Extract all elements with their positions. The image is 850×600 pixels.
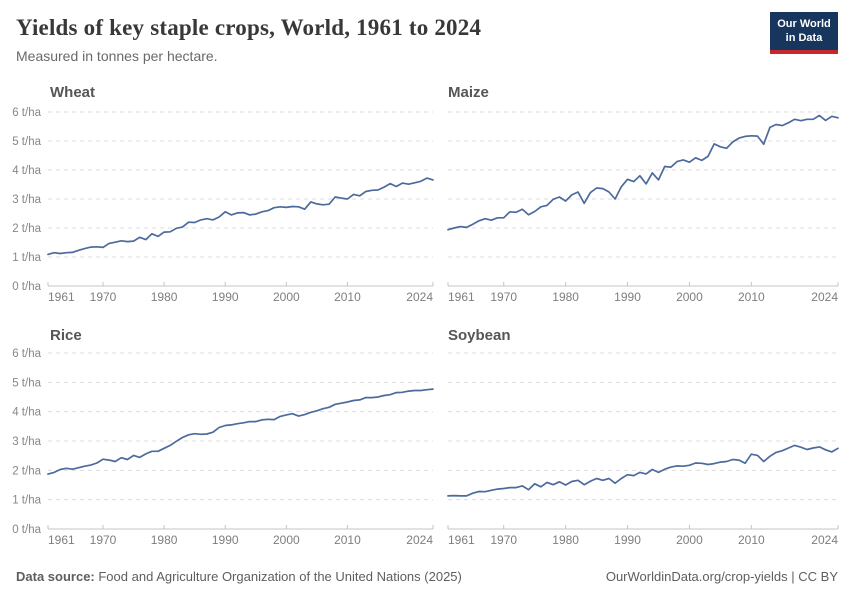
x-axis-label: 2000 xyxy=(676,290,703,304)
owid-logo-line2: in Data xyxy=(785,32,823,45)
x-axis-label: 1990 xyxy=(614,290,641,304)
x-axis-label: 1980 xyxy=(151,533,178,547)
facet-title-wheat: Wheat xyxy=(50,84,95,101)
x-axis-label: 2000 xyxy=(273,533,300,547)
data-source-label: Data source: xyxy=(16,569,95,584)
x-axis-label: 1990 xyxy=(212,533,239,547)
x-axis-label: 1961 xyxy=(448,533,475,547)
x-axis-label: 1961 xyxy=(448,290,475,304)
y-axis-label: 4 t/ha xyxy=(12,407,41,419)
x-axis-label: 2024 xyxy=(811,533,838,547)
x-axis-label: 1970 xyxy=(490,290,517,304)
x-axis-label: 1961 xyxy=(48,533,75,547)
y-axis-label: 5 t/ha xyxy=(12,377,41,389)
x-axis-label: 1990 xyxy=(614,533,641,547)
rice-chart[interactable]: Rice 0 t/ha 1 t/ha 2 t/ha 3 t/ha 4 t/ha 5 t/h… xyxy=(10,312,436,552)
x-axis-label: 2024 xyxy=(811,290,838,304)
page-title: Yields of key staple crops, World, 1961 … xyxy=(16,15,482,40)
y-axis-label: 1 t/ha xyxy=(12,495,41,507)
x-axis-label: 2000 xyxy=(676,533,703,547)
wheat-chart[interactable]: Wheat 0 t/ha 1 t/ha 2 t/ha 3 t/ha 4 t/ha 5 t/… xyxy=(10,80,436,312)
x-axis-label: 1980 xyxy=(552,533,579,547)
x-axis-label: 2010 xyxy=(334,533,361,547)
y-axis-label: 2 t/ha xyxy=(12,465,41,477)
maize-line xyxy=(447,114,839,231)
x-axis-label: 1970 xyxy=(90,290,117,304)
wheat-line xyxy=(47,177,434,256)
y-axis-label: 2 t/ha xyxy=(12,223,41,235)
y-axis-label: 0 t/ha xyxy=(12,524,41,536)
facet-title-soybean: Soybean xyxy=(448,327,511,344)
owid-logo-line1: Our World xyxy=(777,18,831,30)
y-axis-label: 6 t/ha xyxy=(12,107,41,119)
rice-line xyxy=(47,388,434,475)
y-axis-label: 4 t/ha xyxy=(12,165,41,177)
y-axis-label: 1 t/ha xyxy=(12,252,41,264)
x-axis-label: 2024 xyxy=(406,533,433,547)
y-axis-label: 5 t/ha xyxy=(12,136,41,148)
x-axis-label: 2010 xyxy=(334,290,361,304)
y-axis-label: 0 t/ha xyxy=(12,281,41,293)
x-axis-label: 1970 xyxy=(490,533,517,547)
y-axis-label: 3 t/ha xyxy=(12,194,41,206)
y-axis-label: 6 t/ha xyxy=(12,348,41,360)
soybean-chart[interactable]: Soybean 1961 1970 1980 1990 2000 2010 2024 xyxy=(436,312,848,552)
charts-grid: Wheat 0 t/ha 1 t/ha 2 t/ha 3 t/ha 4 t/ha 5 t/… xyxy=(10,80,850,552)
chart-footer: Data source: Food and Agriculture Organi… xyxy=(0,552,850,584)
x-axis-label: 2010 xyxy=(738,290,765,304)
credit-link[interactable]: OurWorldinData.org/crop-yields | CC BY xyxy=(605,569,838,584)
x-axis-label: 1961 xyxy=(48,290,75,304)
owid-logo: Our World in Data xyxy=(770,12,838,54)
maize-chart[interactable]: Maize 1961 1970 1980 1990 2000 2010 2024 xyxy=(436,80,848,312)
x-axis-label: 1980 xyxy=(151,290,178,304)
x-axis-label: 2010 xyxy=(738,533,765,547)
data-source-text: Food and Agriculture Organization of the… xyxy=(94,569,462,584)
data-source: Data source: Food and Agriculture Organi… xyxy=(16,569,462,584)
x-axis-label: 1980 xyxy=(552,290,579,304)
page-subtitle: Measured in tonnes per hectare. xyxy=(16,48,218,64)
x-axis-label: 2024 xyxy=(406,290,433,304)
x-axis-label: 1970 xyxy=(90,533,117,547)
chart-header: Yields of key staple crops, World, 1961 … xyxy=(0,0,850,80)
y-axis-label: 3 t/ha xyxy=(12,436,41,448)
x-axis-label: 2000 xyxy=(273,290,300,304)
x-axis-label: 1990 xyxy=(212,290,239,304)
facet-title-rice: Rice xyxy=(50,327,82,344)
facet-title-maize: Maize xyxy=(448,84,489,101)
soybean-line xyxy=(447,444,839,497)
